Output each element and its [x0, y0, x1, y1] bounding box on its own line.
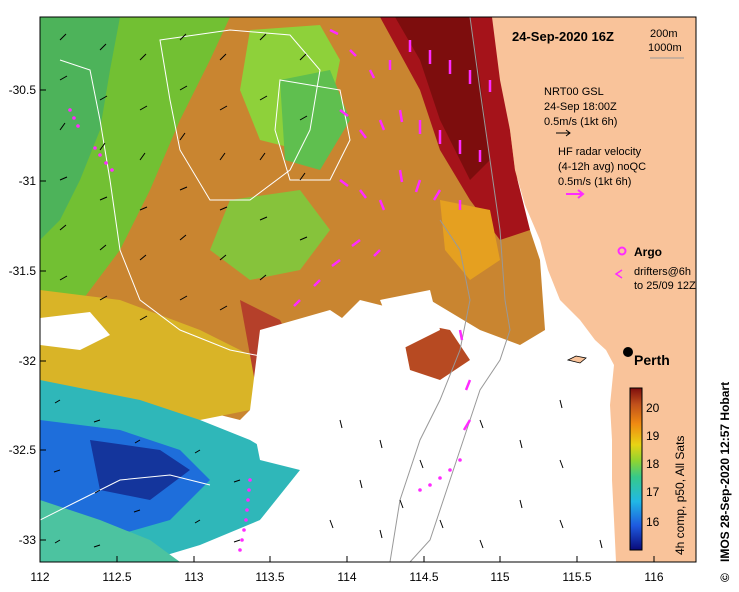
x-axis-labels: 112 112.5 113 113.5 114 114.5 115 115.5 …: [30, 570, 663, 584]
x-tick-label: 116: [644, 570, 663, 584]
x-tick-label: 115.5: [562, 570, 591, 584]
colorbar-caption: 4h comp, p50, All Sats: [673, 436, 687, 555]
drifter-symbol: [614, 269, 623, 279]
x-axis: [39, 556, 655, 562]
copyright-symbol: ©: [718, 573, 732, 582]
drifter-tracks: [68, 108, 462, 552]
hf-legend-avg: (4-12h avg) noQC: [558, 161, 646, 173]
colorbar-tick-label: 20: [646, 401, 660, 415]
depth-legend-200m: 200m: [650, 28, 678, 40]
x-tick-label: 114.5: [409, 570, 438, 584]
y-axis-labels: -30.5 -31 -31.5 -32 -32.5 -33: [9, 83, 37, 547]
gsl-legend-arrow: [556, 129, 571, 137]
y-tick-label: -32.5: [9, 443, 37, 457]
colorbar-tick-label: 17: [646, 485, 660, 499]
colorbar-gradient: [629, 387, 643, 551]
perth-marker: [623, 347, 633, 357]
y-axis: [40, 89, 46, 541]
cloud-mask: [40, 290, 615, 562]
y-tick-label: -30.5: [9, 83, 37, 97]
bathymetry-lines: [389, 17, 511, 562]
x-tick-label: 112.5: [102, 570, 131, 584]
city-label-perth: Perth: [634, 352, 670, 368]
x-tick-label: 112: [30, 570, 49, 584]
y-tick-label: -31.5: [9, 264, 37, 278]
sst-contours: [40, 29, 351, 521]
x-tick-label: 114: [337, 570, 356, 584]
colorbar: 20 19 18 17 16 4h comp, p50, All Sats: [629, 387, 687, 555]
argo-symbol: [617, 246, 627, 256]
land-mass: [492, 17, 696, 562]
colorbar-tick-label: 16: [646, 515, 660, 529]
hf-legend-scale: 0.5m/s (1kt 6h): [558, 176, 631, 188]
y-tick-label: -33: [19, 533, 37, 547]
hf-radar-arrows: [293, 28, 492, 431]
map-plot-area: [40, 17, 696, 562]
y-tick-label: -32: [19, 354, 37, 368]
x-tick-label: 113.5: [255, 570, 284, 584]
x-tick-label: 113: [184, 570, 203, 584]
map-title: 24-Sep-2020 16Z: [512, 29, 614, 44]
argo-label: Argo: [634, 245, 662, 259]
gsl-velocity-arrows: [53, 33, 603, 549]
credit-text: IMOS 28-Sep-2020 12:57 Hobart: [718, 382, 732, 562]
map-frame: [39, 16, 697, 563]
colorbar-tick-label: 18: [646, 457, 660, 471]
hf-legend-title: HF radar velocity: [558, 146, 642, 158]
gsl-legend-title: NRT00 GSL: [544, 86, 604, 98]
rottnest-island: [566, 355, 587, 364]
gsl-legend-time: 24-Sep 18:00Z: [544, 101, 617, 113]
gsl-legend-scale: 0.5m/s (1kt 6h): [544, 116, 617, 128]
colorbar-tick-label: 19: [646, 429, 660, 443]
drifter-legend-line1: drifters@6h: [634, 266, 691, 278]
drifter-legend-line2: to 25/09 12Z: [634, 280, 696, 292]
x-tick-label: 115: [490, 570, 509, 584]
y-tick-label: -31: [19, 174, 37, 188]
hf-legend-arrow: [566, 189, 585, 199]
depth-legend-1000m: 1000m: [648, 42, 682, 54]
